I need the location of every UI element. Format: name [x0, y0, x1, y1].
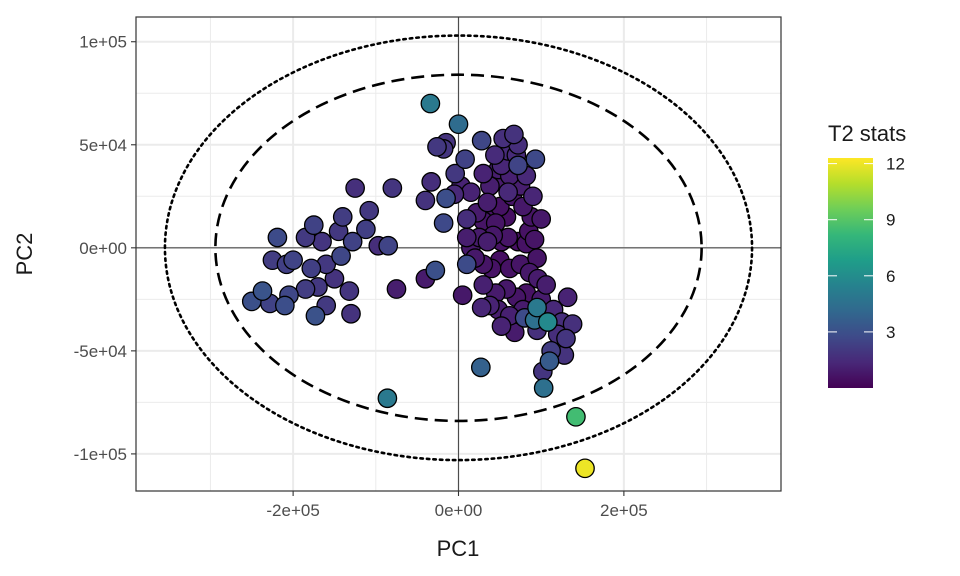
y-tick-label: -5e+04 — [74, 342, 127, 361]
data-point — [359, 200, 380, 221]
data-point — [485, 145, 505, 165]
data-point — [473, 275, 494, 295]
data-point — [356, 219, 376, 240]
x-tick-label: 2e+05 — [600, 501, 648, 520]
data-point — [473, 163, 494, 184]
data-point — [332, 207, 353, 227]
x-tick-label: -2e+05 — [266, 501, 319, 520]
y-tick-label: 1e+05 — [79, 33, 127, 52]
colorbar — [828, 158, 873, 388]
data-point — [527, 297, 547, 318]
data-point — [471, 297, 492, 318]
data-point — [252, 281, 273, 301]
data-point — [456, 227, 477, 248]
data-point — [303, 215, 324, 235]
data-point — [283, 250, 303, 271]
x-axis-title: PC1 — [437, 536, 480, 561]
y-tick-label: -1e+05 — [74, 445, 127, 464]
data-point — [345, 178, 365, 198]
data-point — [386, 279, 407, 299]
data-point — [305, 305, 326, 326]
colorbar-tick-label: 6 — [886, 267, 895, 286]
y-tick-label: 5e+04 — [79, 136, 127, 155]
data-point — [504, 124, 524, 145]
data-point — [415, 190, 436, 211]
data-point — [378, 235, 399, 256]
data-point — [491, 316, 512, 336]
data-point — [536, 275, 557, 295]
data-point — [477, 231, 498, 252]
data-point — [452, 285, 473, 306]
data-point — [341, 303, 361, 324]
data-point — [523, 186, 543, 207]
data-point — [455, 149, 475, 170]
data-point — [425, 260, 446, 281]
data-point — [556, 328, 576, 349]
data-point — [267, 227, 288, 248]
data-point — [471, 130, 492, 151]
data-point — [331, 246, 351, 266]
data-point — [575, 458, 595, 479]
data-point — [456, 254, 477, 275]
data-point — [421, 172, 442, 192]
y-tick-label: 0e+00 — [79, 239, 127, 258]
data-point — [456, 209, 477, 229]
y-axis-title: PC2 — [12, 233, 37, 276]
data-point — [274, 295, 295, 316]
data-point — [445, 163, 466, 184]
x-axis: -2e+05 0e+00 2e+05 — [266, 491, 648, 520]
data-point — [342, 231, 363, 252]
legend: T2 stats 3 6 9 12 — [828, 121, 906, 388]
data-point — [525, 149, 546, 170]
data-point — [420, 93, 441, 114]
y-axis: 1e+05 5e+04 0e+00 -5e+04 -1e+05 — [74, 33, 136, 464]
colorbar-tick-label: 9 — [886, 211, 895, 230]
colorbar-ticks: 3 6 9 12 — [828, 155, 905, 342]
data-point — [557, 287, 578, 308]
data-point — [461, 182, 481, 203]
data-point — [498, 182, 518, 203]
colorbar-tick-label: 12 — [886, 155, 905, 174]
data-point — [508, 155, 528, 176]
data-point — [339, 281, 360, 301]
dashed-ellipse — [214, 73, 703, 423]
data-point — [312, 231, 332, 252]
data-point — [433, 213, 454, 233]
data-point — [533, 378, 554, 398]
data-point — [436, 188, 456, 209]
data-point — [539, 351, 560, 372]
data-point — [301, 258, 322, 279]
data-point — [382, 178, 403, 198]
data-point — [566, 406, 586, 427]
dotted-ellipse — [163, 34, 754, 462]
legend-title: T2 stats — [828, 121, 906, 146]
data-point — [448, 114, 469, 135]
data-point — [531, 209, 552, 229]
colorbar-tick-label: 3 — [886, 323, 895, 342]
reference-lines — [136, 17, 781, 491]
data-point — [524, 229, 545, 250]
data-point — [537, 312, 558, 332]
x-tick-label: 0e+00 — [435, 501, 483, 520]
data-point — [295, 279, 316, 299]
data-point — [377, 388, 398, 409]
data-points — [241, 93, 595, 479]
data-point — [477, 192, 498, 213]
data-point — [427, 136, 447, 157]
confidence-ellipses — [163, 34, 754, 462]
data-point — [470, 357, 491, 378]
